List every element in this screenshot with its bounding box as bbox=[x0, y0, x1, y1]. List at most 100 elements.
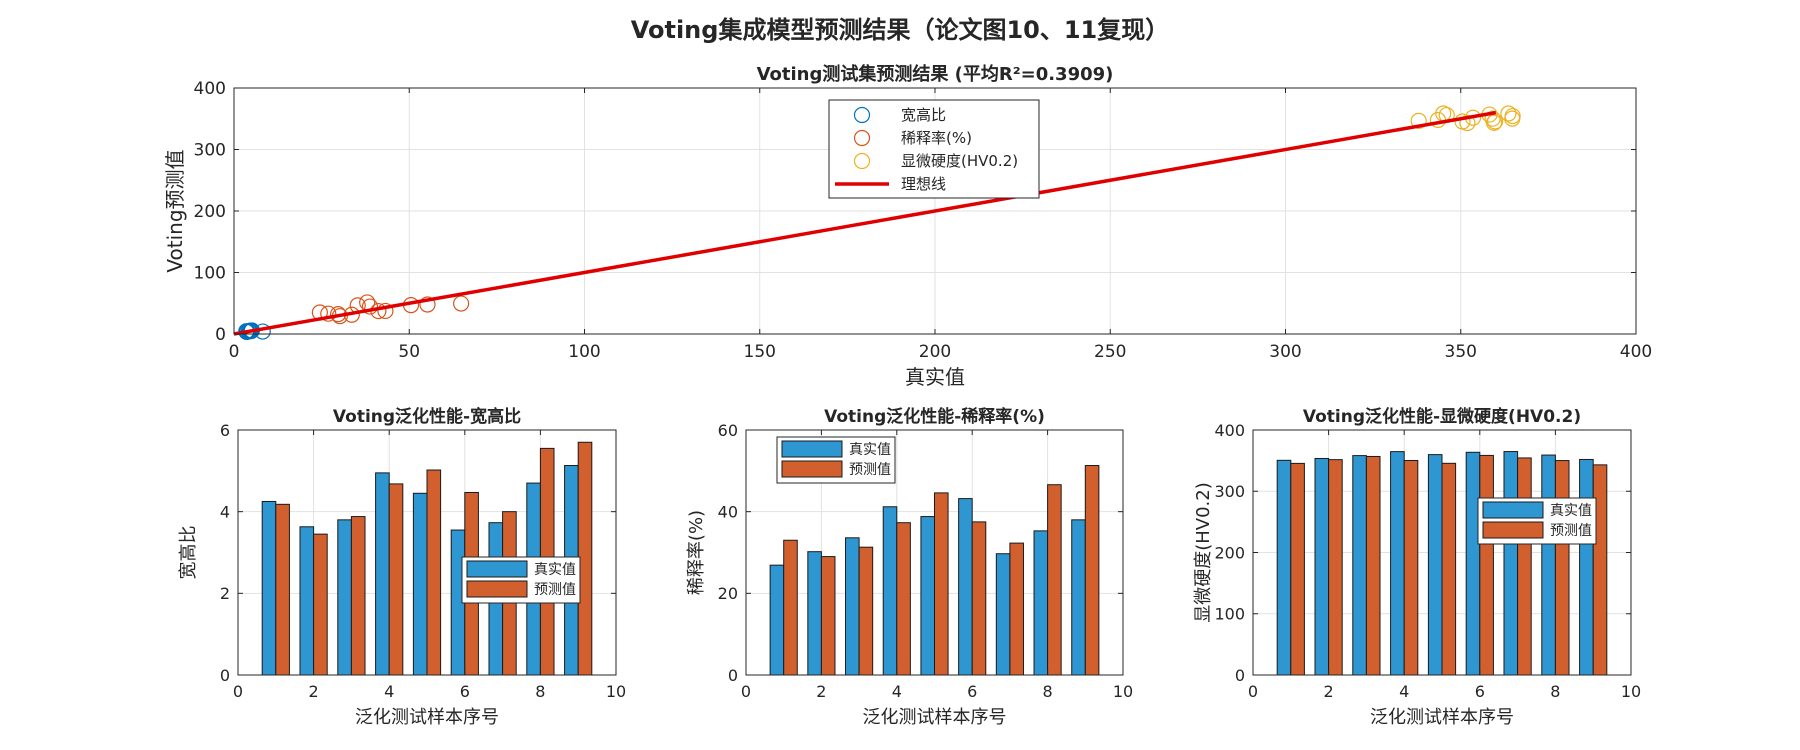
y-tick-label: 400 bbox=[1214, 421, 1245, 440]
y-tick-label: 200 bbox=[194, 202, 226, 222]
bar-pred bbox=[820, 556, 836, 676]
bar-pred bbox=[858, 546, 874, 676]
legend-label: 稀释率(%) bbox=[901, 129, 972, 147]
bar-true bbox=[1427, 454, 1443, 676]
ideal-line bbox=[233, 110, 1497, 336]
x-tick-label: 8 bbox=[535, 682, 545, 701]
bar-pred bbox=[388, 483, 404, 676]
x-tick-label: 0 bbox=[1248, 682, 1258, 701]
y-axis-label: 显微硬度(HV0.2) bbox=[1193, 482, 1214, 623]
x-tick-label: 8 bbox=[1550, 682, 1560, 701]
data-point bbox=[1504, 107, 1521, 125]
legend-label: 真实值 bbox=[1550, 503, 1592, 519]
x-tick-label: 6 bbox=[967, 682, 977, 701]
bar-true bbox=[299, 526, 315, 676]
x-tick-label: 4 bbox=[892, 682, 902, 701]
x-axis-label: 泛化测试样本序号 bbox=[355, 707, 499, 728]
bar-true bbox=[920, 516, 935, 676]
bar-true bbox=[1033, 530, 1049, 676]
y-tick-label: 200 bbox=[1214, 543, 1245, 562]
y-tick-label: 0 bbox=[728, 666, 738, 685]
legend-label: 宽高比 bbox=[901, 106, 946, 124]
bar-pred bbox=[1084, 465, 1100, 676]
data-point bbox=[320, 305, 337, 322]
legend-marker bbox=[853, 152, 871, 170]
x-axis-label: 泛化测试样本序号 bbox=[1370, 707, 1514, 728]
x-tick-label: 2 bbox=[816, 682, 826, 701]
x-tick-label: 0 bbox=[229, 342, 240, 362]
x-tick-label: 400 bbox=[1620, 342, 1652, 362]
legend-swatch bbox=[466, 560, 528, 578]
chart-title: Voting测试集预测结果 (平均R²=0.3909) bbox=[757, 63, 1114, 85]
data-point bbox=[419, 296, 436, 313]
scatter-chart: 0 50 100 150 200 250 300 350 400 0 100 200 300 400 Vot… bbox=[163, 63, 1652, 389]
bar-pred bbox=[1047, 484, 1062, 676]
bar-true bbox=[845, 537, 860, 676]
bar-pred bbox=[971, 521, 987, 676]
x-tick-label: 200 bbox=[919, 342, 951, 362]
bar-chart-dilution-rate: 0 2 4 6 8 10 0 20 40 60 Voting泛化性能-稀释率(%) 泛化测试样本序号 稀… bbox=[686, 406, 1133, 728]
chart-title: Voting泛化性能-宽高比 bbox=[333, 406, 521, 427]
bar-pred bbox=[1517, 457, 1532, 676]
bar-pred bbox=[1592, 464, 1608, 676]
x-tick-label: 0 bbox=[233, 682, 243, 701]
x-tick-label: 10 bbox=[606, 682, 626, 701]
legend-label: 显微硬度(HV0.2) bbox=[901, 152, 1018, 170]
data-point bbox=[1500, 105, 1517, 122]
bar-pred bbox=[275, 503, 290, 676]
chart-title: Voting泛化性能-显微硬度(HV0.2) bbox=[1303, 406, 1581, 427]
legend-swatch bbox=[1482, 501, 1544, 519]
legend-swatch bbox=[466, 580, 528, 598]
x-tick-label: 2 bbox=[1324, 682, 1334, 701]
legend-marker bbox=[853, 106, 871, 124]
bar-pred bbox=[934, 492, 949, 676]
bar-pred bbox=[350, 516, 366, 676]
bar-pred bbox=[1403, 460, 1419, 676]
data-point bbox=[453, 295, 470, 312]
bar-true bbox=[337, 519, 352, 676]
bar-true bbox=[1390, 451, 1405, 676]
y-tick-label: 100 bbox=[1214, 605, 1245, 624]
x-tick-label: 8 bbox=[1043, 682, 1053, 701]
y-tick-label: 400 bbox=[194, 79, 226, 99]
x-tick-label: 6 bbox=[1475, 682, 1485, 701]
y-tick-label: 40 bbox=[718, 502, 738, 521]
legend-label: 理想线 bbox=[901, 175, 946, 193]
legend-label: 预测值 bbox=[849, 462, 891, 478]
legend-swatch bbox=[781, 440, 843, 458]
bar-pred bbox=[1554, 460, 1570, 676]
x-axis-label: 泛化测试样本序号 bbox=[863, 707, 1007, 728]
y-tick-label: 0 bbox=[1235, 666, 1245, 685]
y-tick-label: 20 bbox=[718, 584, 738, 603]
legend-label: 预测值 bbox=[534, 582, 576, 598]
x-tick-label: 300 bbox=[1269, 342, 1301, 362]
bar-pred bbox=[1290, 462, 1305, 676]
bar-true bbox=[807, 551, 822, 676]
y-tick-label: 300 bbox=[1214, 482, 1245, 501]
bar-pred bbox=[1441, 462, 1457, 676]
bar-pred bbox=[783, 539, 798, 676]
bar-true bbox=[1465, 451, 1481, 676]
bar-pred bbox=[313, 533, 328, 676]
legend-swatch bbox=[1482, 521, 1544, 539]
bar-true bbox=[412, 492, 428, 676]
bar-true bbox=[1314, 457, 1330, 676]
x-tick-label: 4 bbox=[1399, 682, 1409, 701]
bar-true bbox=[261, 500, 277, 676]
legend-box bbox=[828, 99, 1040, 199]
data-point bbox=[1459, 114, 1476, 132]
bar-true bbox=[1352, 455, 1367, 676]
x-tick-label: 50 bbox=[398, 342, 420, 362]
bar-true bbox=[1541, 454, 1556, 676]
bar-chart-microhardness: 0 2 4 6 8 100100200300400Voting泛化性能-显微硬度(HV0.… bbox=[1193, 406, 1641, 728]
bar-true bbox=[882, 506, 898, 676]
data-point bbox=[377, 302, 394, 320]
y-axis-label: Voting预测值 bbox=[163, 149, 187, 272]
data-point bbox=[361, 298, 379, 315]
y-axis-label: 稀释率(%) bbox=[686, 510, 707, 595]
legend-marker bbox=[853, 129, 871, 147]
chart-title: Voting泛化性能-稀释率(%) bbox=[824, 406, 1045, 427]
data-point bbox=[1485, 114, 1503, 131]
